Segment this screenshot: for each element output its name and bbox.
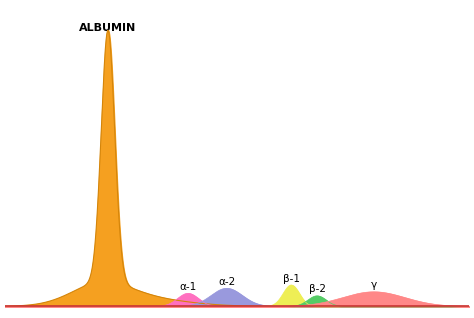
Text: α-2: α-2 (218, 277, 235, 287)
Text: ALBUMIN: ALBUMIN (79, 23, 137, 33)
Text: γ: γ (371, 280, 377, 290)
Text: α-1: α-1 (179, 282, 197, 292)
Text: β-1: β-1 (283, 273, 300, 284)
Text: β-2: β-2 (309, 284, 326, 294)
